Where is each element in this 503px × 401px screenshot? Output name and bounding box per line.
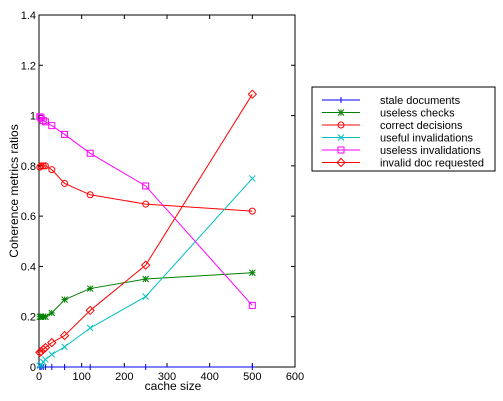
data-point xyxy=(59,330,70,341)
data-point xyxy=(142,275,150,283)
data-point xyxy=(48,166,56,174)
y-tick-label: 0.2 xyxy=(21,312,36,324)
y-axis-label: Coherence metrics ratios xyxy=(7,124,21,257)
series-line xyxy=(39,93,253,353)
x-tick-label: 200 xyxy=(115,371,133,383)
legend-label: correct decisions xyxy=(380,120,463,132)
data-point xyxy=(142,293,150,300)
legend-box xyxy=(311,86,496,172)
data-point xyxy=(40,342,51,353)
data-point xyxy=(249,364,256,370)
series-line xyxy=(39,178,253,367)
data-point xyxy=(48,351,56,358)
x-tick-label: 300 xyxy=(158,371,176,383)
data-point xyxy=(337,134,345,141)
data-point xyxy=(48,122,56,130)
legend-entry: invalid doc requested xyxy=(322,158,484,170)
data-point xyxy=(248,175,256,182)
series-layer xyxy=(35,89,258,370)
data-point xyxy=(48,364,55,370)
data-point xyxy=(86,149,94,157)
data-point xyxy=(337,146,345,154)
data-point xyxy=(61,130,69,138)
series-0 xyxy=(36,364,256,370)
legend-entry: stale documents xyxy=(322,95,461,107)
x-tick-label: 400 xyxy=(200,371,218,383)
data-point xyxy=(338,97,344,103)
data-point xyxy=(47,337,57,348)
data-point xyxy=(337,109,345,116)
data-point xyxy=(336,157,346,168)
legend-label: invalid doc requested xyxy=(380,158,484,170)
legend-entry: correct decisions xyxy=(322,120,463,132)
y-tick-label: 1 xyxy=(30,111,36,123)
series-3 xyxy=(36,175,256,370)
data-point xyxy=(86,285,94,292)
legend-entry: useless invalidations xyxy=(322,145,481,157)
data-point xyxy=(61,296,68,303)
plot-area xyxy=(38,14,296,368)
legend-label: useless invalidations xyxy=(380,145,481,157)
data-point xyxy=(48,309,56,317)
data-point xyxy=(38,344,48,355)
series-4 xyxy=(36,113,256,309)
data-point xyxy=(248,301,256,309)
y-tick-label: 1.2 xyxy=(21,60,36,72)
data-point xyxy=(87,364,94,370)
data-point xyxy=(86,191,94,199)
series-line xyxy=(39,165,253,212)
data-point xyxy=(41,162,49,170)
legend-entry: useful invalidations xyxy=(322,133,473,145)
series-2 xyxy=(36,162,256,215)
data-point xyxy=(41,118,49,126)
data-point xyxy=(85,305,95,316)
data-point xyxy=(247,89,258,99)
data-point xyxy=(42,356,49,363)
data-point xyxy=(337,121,345,129)
data-point xyxy=(61,364,68,370)
x-tick-label: 100 xyxy=(72,371,90,383)
x-tick-label: 500 xyxy=(243,371,261,383)
data-point xyxy=(39,162,47,170)
y-tick-label: 0 xyxy=(30,362,36,374)
data-point xyxy=(248,269,256,277)
legend-label: useful invalidations xyxy=(380,133,473,145)
data-point xyxy=(42,313,49,321)
data-point xyxy=(86,324,94,332)
data-point xyxy=(142,182,150,190)
y-tick-label: 0.4 xyxy=(21,261,36,273)
legend-entry: useless checks xyxy=(322,108,455,120)
legend-label: useless checks xyxy=(380,108,455,120)
data-point xyxy=(39,117,47,125)
series-5 xyxy=(35,89,258,358)
x-tick-label: 600 xyxy=(286,371,304,383)
data-point xyxy=(37,162,45,170)
data-point xyxy=(248,207,256,215)
y-tick-label: 0.6 xyxy=(21,211,36,223)
y-tick-label: 1.4 xyxy=(21,10,36,22)
data-point xyxy=(142,364,149,370)
x-tick-label: 0 xyxy=(36,371,42,383)
data-point xyxy=(140,260,151,270)
x-axis-label: cache size xyxy=(145,379,202,393)
series-line xyxy=(39,116,253,306)
y-tick-label: 0.8 xyxy=(21,161,36,173)
data-point xyxy=(142,200,150,208)
series-1 xyxy=(36,269,256,321)
data-point xyxy=(61,343,68,351)
legend-label: stale documents xyxy=(380,95,461,107)
data-point xyxy=(61,179,69,187)
